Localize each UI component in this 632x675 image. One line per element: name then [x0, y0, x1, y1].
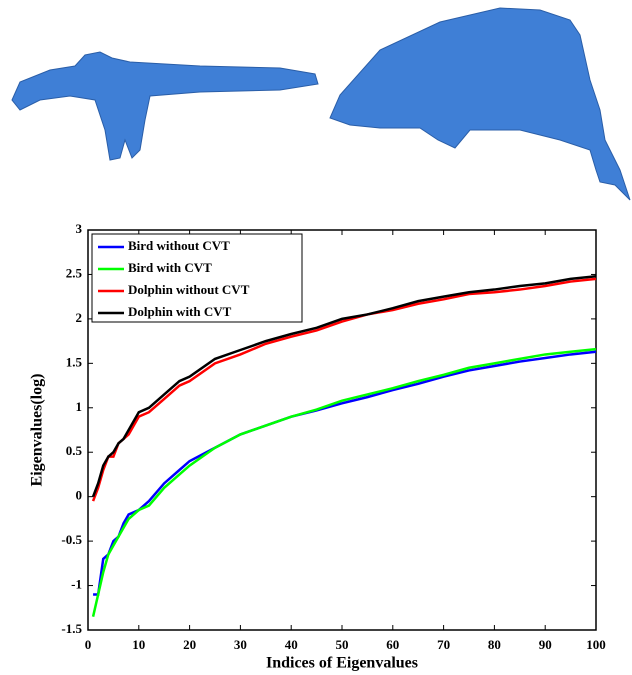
x-tick-label: 50 [336, 637, 349, 652]
y-tick-label: 2.5 [66, 265, 83, 280]
y-tick-label: 0.5 [66, 443, 83, 458]
figure: Indices of Eigenvalues Eigenvalues(log) … [0, 0, 632, 675]
series-line [93, 352, 596, 595]
x-tick-label: 40 [285, 637, 298, 652]
y-tick-label: 0 [76, 488, 83, 503]
y-tick-label: -1.5 [61, 621, 82, 636]
y-tick-label: -1 [71, 577, 82, 592]
legend-label: Dolphin with CVT [128, 304, 232, 319]
x-tick-label: 70 [437, 637, 450, 652]
x-tick-label: 0 [85, 637, 92, 652]
y-tick-label: 1.5 [66, 354, 83, 369]
bird-model [12, 52, 318, 160]
legend-label: Bird without CVT [128, 238, 230, 253]
x-tick-label: 100 [586, 637, 606, 652]
legend-label: Dolphin without CVT [128, 282, 250, 297]
y-axis-label: Eigenvalues(log) [29, 374, 46, 487]
x-axis-label: Indices of Eigenvalues [266, 655, 418, 672]
x-tick-label: 90 [539, 637, 552, 652]
dolphin-model [330, 8, 630, 200]
x-tick-label: 10 [132, 637, 145, 652]
y-tick-label: 1 [76, 399, 83, 414]
legend-label: Bird with CVT [128, 260, 212, 275]
x-tick-label: 20 [183, 637, 196, 652]
x-tick-label: 30 [234, 637, 247, 652]
x-tick-label: 60 [386, 637, 399, 652]
y-tick-label: -0.5 [61, 532, 82, 547]
y-tick-label: 3 [76, 221, 83, 236]
y-tick-label: 2 [76, 310, 83, 325]
x-tick-label: 80 [488, 637, 501, 652]
